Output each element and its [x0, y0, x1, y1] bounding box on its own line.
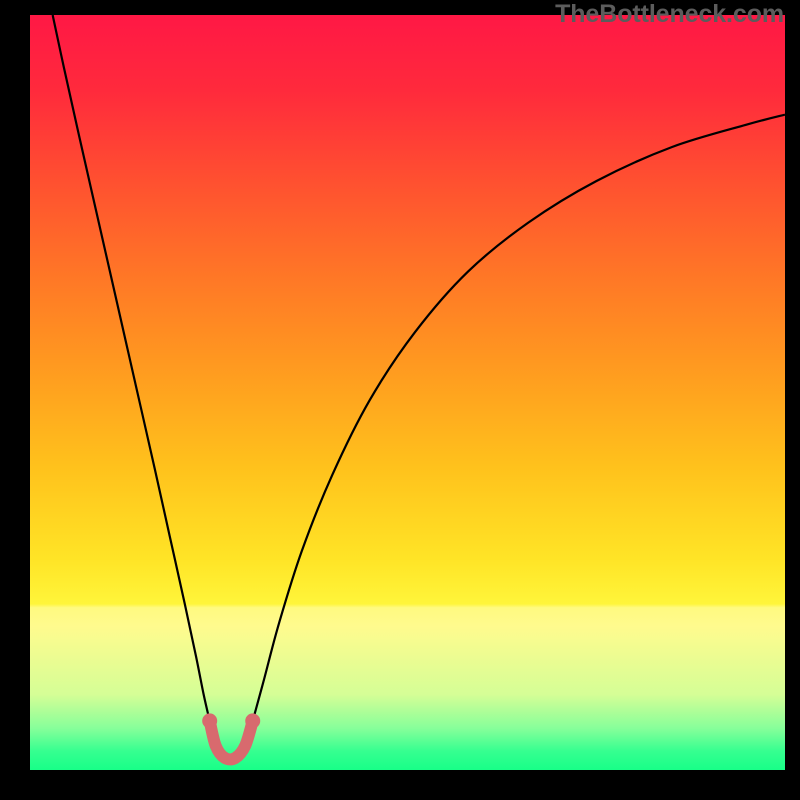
plot-svg: [30, 15, 785, 770]
watermark-text: TheBottleneck.com: [555, 0, 784, 29]
chart-stage: TheBottleneck.com: [0, 0, 800, 800]
valley-endpoint-dot: [245, 713, 260, 728]
valley-endpoint-dot: [202, 713, 217, 728]
plot-background: [30, 15, 785, 770]
plot-area: [30, 15, 785, 770]
